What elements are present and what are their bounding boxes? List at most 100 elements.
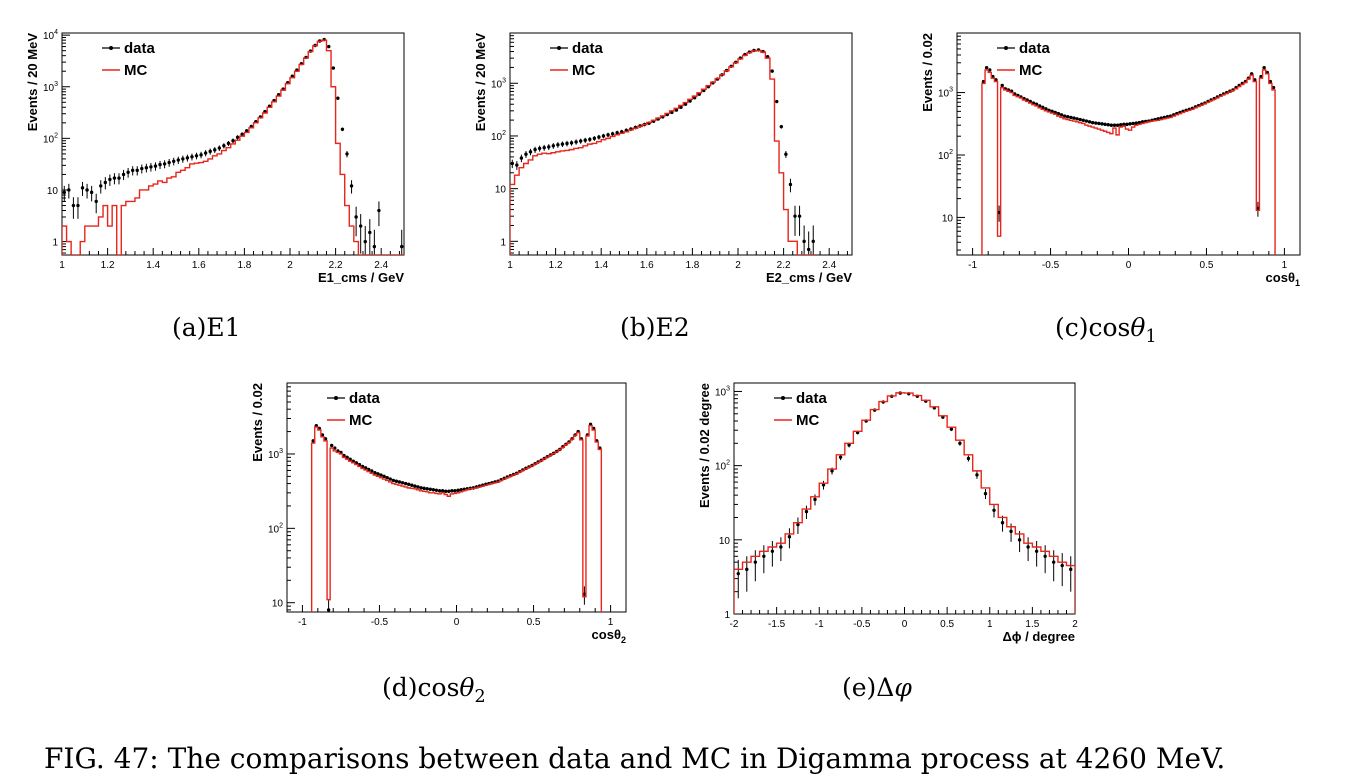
- data-point: [524, 152, 528, 156]
- y-tick-label: 1: [52, 238, 58, 249]
- data-point: [610, 132, 615, 136]
- data-point: [1072, 116, 1076, 120]
- y-tick-label: 1: [724, 610, 730, 621]
- data-point: [802, 239, 806, 244]
- data-point: [403, 481, 408, 486]
- data-point: [422, 486, 426, 491]
- data-point: [1268, 79, 1273, 84]
- data-point: [966, 456, 971, 461]
- data-point: [450, 489, 454, 493]
- mc-series-line: [62, 39, 404, 255]
- data-point: [601, 134, 606, 138]
- data-point: [1106, 123, 1110, 127]
- data-point: [345, 152, 349, 156]
- x-axis-label: E2_cms / GeV: [766, 270, 852, 285]
- data-point: [679, 105, 683, 109]
- x-tick-label: -1: [968, 260, 977, 271]
- data-point: [440, 489, 445, 493]
- data-point: [770, 69, 774, 73]
- data-point: [329, 443, 334, 448]
- data-point: [181, 157, 185, 161]
- x-tick-label: 2.2: [777, 260, 791, 271]
- y-tick-label: 103: [268, 448, 283, 461]
- data-point: [416, 485, 420, 489]
- data-point: [981, 79, 986, 84]
- x-tick-label: 2: [1072, 619, 1078, 630]
- y-axis-label: Events / 20 MeV: [25, 33, 40, 132]
- legend-data-dot: [334, 396, 338, 400]
- data-point: [126, 170, 130, 175]
- data-point: [327, 44, 331, 49]
- data-point: [377, 208, 381, 213]
- data-point: [135, 168, 139, 173]
- data-point: [1134, 121, 1138, 125]
- data-point: [1059, 113, 1064, 117]
- data-point: [797, 214, 802, 218]
- mc-series-line: [981, 69, 1276, 255]
- data-point: [793, 214, 797, 218]
- y-axis-label: Events / 0.02 degree: [697, 383, 712, 508]
- data-point: [674, 108, 679, 112]
- x-tick-label: 1: [1282, 260, 1288, 271]
- data-point: [811, 239, 815, 244]
- data-point: [745, 567, 749, 572]
- data-point: [244, 129, 249, 133]
- x-tick-label: 1.8: [237, 260, 251, 271]
- data-point: [796, 522, 800, 527]
- data-point: [444, 489, 448, 493]
- data-point: [240, 132, 244, 136]
- x-axis-label: cosθ1: [1266, 270, 1300, 288]
- data-point: [1065, 115, 1070, 119]
- data-point: [1051, 560, 1056, 564]
- data-point: [428, 487, 433, 491]
- legend-mc-label: MC: [349, 412, 372, 429]
- data-point: [515, 163, 519, 167]
- x-tick-label: -0.5: [1042, 260, 1060, 271]
- data-point: [753, 560, 758, 564]
- data-point: [400, 244, 404, 249]
- data-point: [692, 96, 697, 100]
- legend-data-dot: [1004, 46, 1008, 50]
- x-axis-label: cosθ2: [592, 627, 626, 645]
- data-point: [1047, 108, 1051, 112]
- data-point: [1017, 538, 1022, 542]
- data-series-points: [981, 66, 1276, 222]
- y-tick-label: 10: [272, 599, 284, 610]
- data-point: [208, 149, 212, 154]
- data-point: [453, 489, 457, 493]
- data-point: [85, 188, 89, 192]
- x-tick-label: 1: [608, 617, 614, 628]
- data-point: [975, 473, 979, 477]
- data-point: [413, 484, 417, 488]
- y-tick-label: 10: [495, 185, 507, 196]
- data-point: [76, 203, 80, 208]
- y-tick-label: 103: [715, 385, 730, 398]
- data-point: [437, 489, 442, 493]
- data-point: [447, 489, 451, 493]
- data-point: [533, 147, 537, 152]
- chart-panel-cos-theta1: -1 -0.5 0 0.5 1 10 102 103 Events / 0.02 cosθ1 dat…: [900, 20, 1320, 300]
- data-point: [354, 215, 358, 219]
- data-point: [80, 186, 85, 190]
- data-series-points: [736, 391, 1073, 599]
- data-point: [1137, 120, 1142, 125]
- y-tick-label: 102: [43, 132, 58, 145]
- data-point: [688, 99, 692, 103]
- data-point: [226, 141, 231, 146]
- legend-data-dot: [109, 46, 113, 50]
- legend-mc-label: MC: [796, 412, 819, 429]
- data-point: [984, 66, 989, 70]
- data-point: [949, 427, 954, 431]
- data-point: [167, 160, 171, 165]
- data-point: [1081, 118, 1085, 122]
- y-tick-label: 102: [268, 522, 283, 535]
- data-point: [775, 99, 779, 104]
- data-point: [400, 481, 405, 485]
- data-point: [1112, 123, 1117, 127]
- x-tick-label: 2.4: [822, 260, 836, 271]
- y-axis-label: Events / 0.02: [920, 33, 935, 112]
- data-point: [1062, 114, 1067, 118]
- legend-data-label: data: [349, 390, 381, 407]
- data-point: [736, 571, 740, 576]
